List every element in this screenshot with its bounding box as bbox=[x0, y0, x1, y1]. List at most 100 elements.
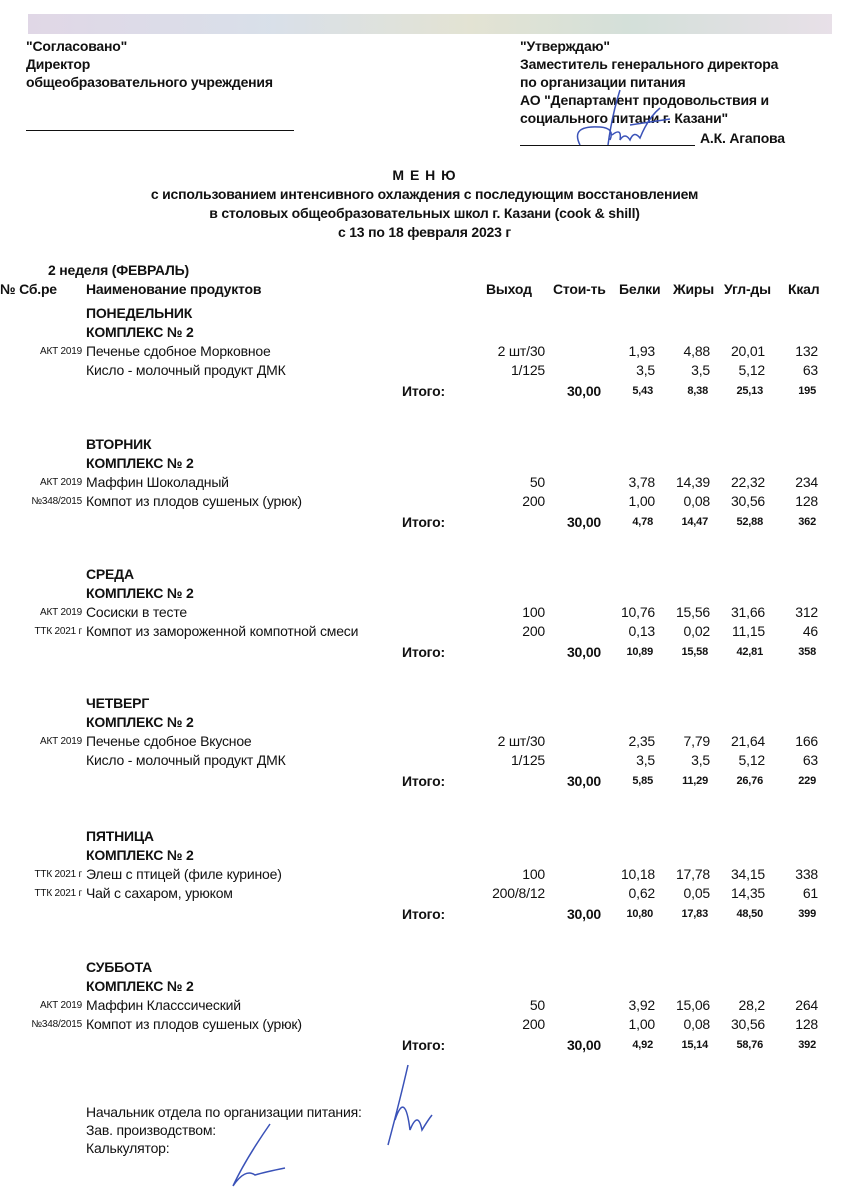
day-title: СУББОТА bbox=[86, 959, 153, 975]
item-kcal: 234 bbox=[795, 474, 818, 490]
item-name: Элеш с птицей (филе куриное) bbox=[86, 866, 282, 882]
complex-label: КОМПЛЕКС № 2 bbox=[86, 978, 194, 994]
total-protein: 4,78 bbox=[632, 516, 653, 528]
item-fat: 0,08 bbox=[683, 1016, 711, 1032]
day-title: ЧЕТВЕРГ bbox=[86, 695, 150, 711]
item-kcal: 264 bbox=[795, 997, 818, 1013]
item-yield: 50 bbox=[529, 997, 545, 1013]
week-label: 2 неделя (ФЕВРАЛЬ) bbox=[48, 262, 189, 278]
footer-production-manager: Зав. производством: bbox=[86, 1122, 216, 1138]
item-yield: 2 шт/30 bbox=[497, 733, 546, 749]
item-fat: 7,79 bbox=[683, 733, 711, 749]
col-cost: Стои-ть bbox=[553, 281, 606, 297]
item-name: Кисло - молочный продукт ДМК bbox=[86, 362, 286, 378]
col-yield: Выход bbox=[486, 281, 532, 297]
recipe-code: ТТК 2021 г bbox=[34, 626, 83, 637]
item-kcal: 128 bbox=[795, 1016, 818, 1032]
director-label: Директор bbox=[26, 56, 91, 72]
total-cost: 30,00 bbox=[566, 1037, 601, 1053]
total-protein: 10,80 bbox=[626, 908, 653, 920]
subtitle-1: с использованием интенсивного охлаждения… bbox=[150, 186, 699, 202]
total-fat: 14,47 bbox=[681, 516, 708, 528]
total-fat: 17,83 bbox=[681, 908, 708, 920]
item-name: Печенье сдобное Морковное bbox=[86, 343, 271, 359]
total-kcal: 362 bbox=[798, 516, 816, 528]
item-name: Компот из замороженной компотной смеси bbox=[86, 623, 359, 639]
total-kcal: 195 bbox=[798, 385, 816, 397]
total-label: Итого: bbox=[402, 644, 445, 660]
signature-line-right bbox=[520, 145, 695, 146]
item-name: Маффин Шоколадный bbox=[86, 474, 229, 490]
total-kcal: 399 bbox=[798, 908, 816, 920]
item-yield: 100 bbox=[522, 866, 545, 882]
item-protein: 3,5 bbox=[636, 362, 655, 378]
complex-label: КОМПЛЕКС № 2 bbox=[86, 585, 194, 601]
item-fat: 3,5 bbox=[691, 752, 710, 768]
complex-label: КОМПЛЕКС № 2 bbox=[86, 847, 194, 863]
total-protein: 10,89 bbox=[626, 646, 653, 658]
complex-label: КОМПЛЕКС № 2 bbox=[86, 714, 194, 730]
total-label: Итого: bbox=[402, 1037, 445, 1053]
item-kcal: 63 bbox=[802, 752, 818, 768]
recipe-code: АКТ 2019 bbox=[39, 477, 82, 488]
item-carbs: 11,15 bbox=[732, 623, 765, 639]
total-protein: 4,92 bbox=[632, 1039, 653, 1051]
item-carbs: 5,12 bbox=[738, 362, 766, 378]
day-title: ВТОРНИК bbox=[86, 436, 152, 452]
item-yield: 1/125 bbox=[510, 752, 545, 768]
item-protein: 1,00 bbox=[628, 1016, 656, 1032]
total-fat: 15,58 bbox=[681, 646, 708, 658]
item-protein: 10,18 bbox=[620, 866, 655, 882]
item-name: Компот из плодов сушеных (урюк) bbox=[86, 1016, 302, 1032]
subtitle-2: в столовых общеобразовательных школ г. К… bbox=[209, 205, 640, 221]
item-name: Чай с сахаром, урюком bbox=[86, 885, 233, 901]
total-kcal: 229 bbox=[798, 775, 816, 787]
item-fat: 15,56 bbox=[675, 604, 710, 620]
total-carbs: 48,50 bbox=[736, 908, 763, 920]
item-protein: 1,93 bbox=[628, 343, 656, 359]
item-kcal: 61 bbox=[802, 885, 818, 901]
item-protein: 1,00 bbox=[628, 493, 656, 509]
total-label: Итого: bbox=[402, 906, 445, 922]
item-yield: 50 bbox=[529, 474, 545, 490]
agreed-label: "Согласовано" bbox=[26, 38, 128, 54]
item-fat: 0,05 bbox=[683, 885, 711, 901]
recipe-code: АКТ 2019 bbox=[39, 346, 82, 357]
col-name: Наименование продуктов bbox=[86, 281, 262, 297]
item-fat: 0,02 bbox=[683, 623, 711, 639]
item-fat: 14,39 bbox=[675, 474, 710, 490]
footer-head-of-dept: Начальник отдела по организации питания: bbox=[86, 1104, 362, 1120]
total-carbs: 42,81 bbox=[736, 646, 763, 658]
item-fat: 0,08 bbox=[683, 493, 711, 509]
approver-signature bbox=[576, 89, 671, 146]
day-title: ПЯТНИЦА bbox=[86, 828, 154, 844]
total-kcal: 392 bbox=[798, 1039, 816, 1051]
scan-artifact bbox=[28, 14, 832, 34]
item-carbs: 5,12 bbox=[738, 752, 766, 768]
item-carbs: 14,35 bbox=[730, 885, 765, 901]
item-kcal: 312 bbox=[795, 604, 818, 620]
item-name: Печенье сдобное Вкусное bbox=[86, 733, 252, 749]
total-fat: 8,38 bbox=[687, 385, 708, 397]
item-protein: 3,92 bbox=[628, 997, 656, 1013]
item-kcal: 166 bbox=[795, 733, 818, 749]
col-kcal: Ккал bbox=[788, 281, 820, 297]
total-cost: 30,00 bbox=[566, 383, 601, 399]
item-name: Кисло - молочный продукт ДМК bbox=[86, 752, 286, 768]
recipe-code: ТТК 2021 г bbox=[34, 888, 83, 899]
total-carbs: 58,76 bbox=[736, 1039, 763, 1051]
item-protein: 3,5 bbox=[636, 752, 655, 768]
item-kcal: 46 bbox=[802, 623, 818, 639]
signer-name: А.К. Агапова bbox=[700, 130, 785, 146]
col-code: № Сб.ре bbox=[0, 281, 57, 297]
day-title: СРЕДА bbox=[86, 566, 134, 582]
item-kcal: 63 bbox=[802, 362, 818, 378]
item-fat: 3,5 bbox=[691, 362, 710, 378]
item-protein: 0,62 bbox=[628, 885, 656, 901]
item-yield: 200 bbox=[522, 1016, 545, 1032]
company-label: АО "Департамент продовольствия и bbox=[520, 92, 769, 108]
production-signature bbox=[232, 1123, 286, 1187]
recipe-code: АКТ 2019 bbox=[39, 736, 82, 747]
org-label: по организации питания bbox=[520, 74, 686, 90]
item-protein: 2,35 bbox=[628, 733, 656, 749]
